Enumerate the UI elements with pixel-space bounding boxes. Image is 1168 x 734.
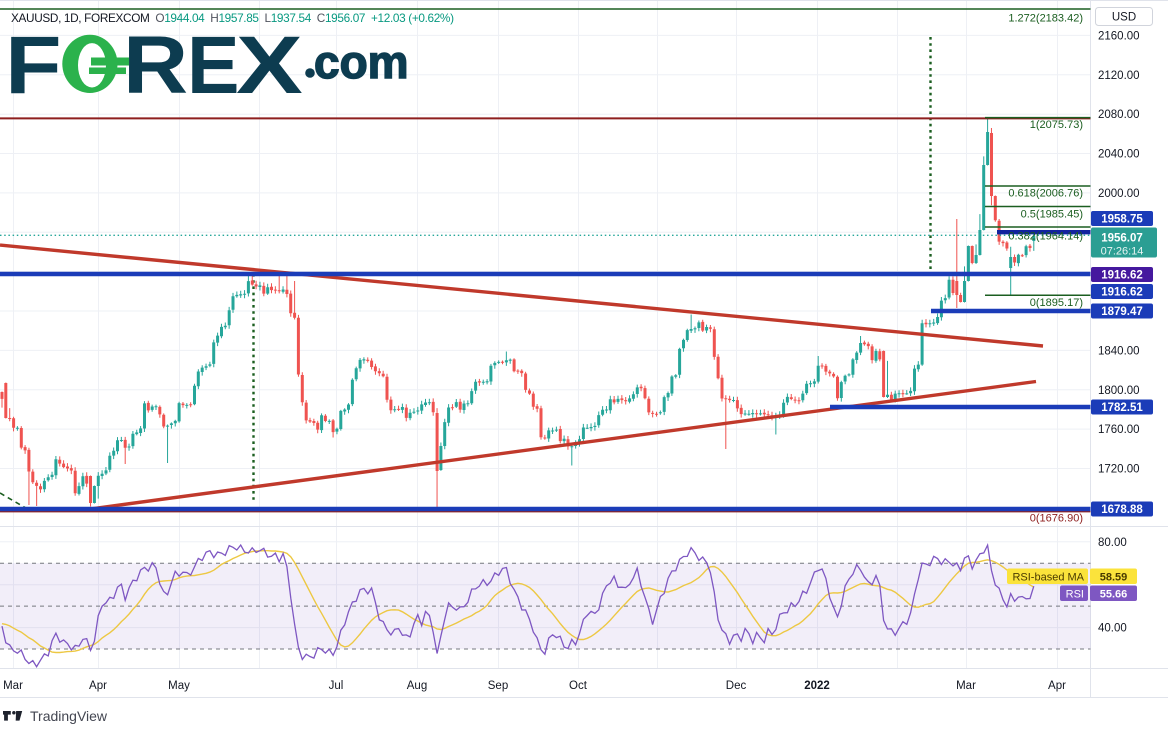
svg-text:0.5(1985.45): 0.5(1985.45) bbox=[1021, 209, 1083, 221]
svg-text:2120.00: 2120.00 bbox=[1098, 70, 1140, 82]
svg-text:40.00: 40.00 bbox=[1098, 623, 1127, 635]
svg-text:80.00: 80.00 bbox=[1098, 537, 1127, 549]
svg-text:0.382(1964.14): 0.382(1964.14) bbox=[1008, 231, 1083, 243]
svg-text:Mar: Mar bbox=[956, 680, 976, 692]
svg-text:USD: USD bbox=[1112, 12, 1136, 24]
svg-text:58.59: 58.59 bbox=[1100, 572, 1128, 584]
svg-text:1720.00: 1720.00 bbox=[1098, 464, 1140, 476]
svg-text:1678.88: 1678.88 bbox=[1101, 504, 1143, 516]
svg-text:Apr: Apr bbox=[89, 680, 107, 692]
svg-text:Aug: Aug bbox=[407, 680, 427, 692]
svg-text:1.272(2183.42): 1.272(2183.42) bbox=[1008, 13, 1083, 25]
svg-text:R: R bbox=[123, 20, 188, 100]
svg-text:0(1676.90): 0(1676.90) bbox=[1030, 513, 1083, 525]
svg-text:1916.62: 1916.62 bbox=[1101, 270, 1143, 282]
svg-text:1958.75: 1958.75 bbox=[1101, 214, 1143, 226]
svg-text:Oct: Oct bbox=[569, 680, 588, 692]
svg-text:07:26:14: 07:26:14 bbox=[1101, 246, 1144, 258]
svg-text:2040.00: 2040.00 bbox=[1098, 149, 1140, 161]
svg-text:Apr: Apr bbox=[1048, 680, 1066, 692]
svg-text:E: E bbox=[187, 20, 240, 100]
svg-text:1840.00: 1840.00 bbox=[1098, 345, 1140, 357]
svg-text:2160.00: 2160.00 bbox=[1098, 30, 1140, 42]
svg-text:RSI-based MA: RSI-based MA bbox=[1012, 572, 1084, 584]
svg-text:55.66: 55.66 bbox=[1100, 589, 1128, 601]
svg-text:com: com bbox=[314, 36, 409, 88]
svg-text:1800.00: 1800.00 bbox=[1098, 385, 1140, 397]
svg-text:Mar: Mar bbox=[3, 680, 23, 692]
svg-text:Jul: Jul bbox=[329, 680, 344, 692]
svg-text:2080.00: 2080.00 bbox=[1098, 109, 1140, 121]
svg-text:1782.51: 1782.51 bbox=[1101, 402, 1143, 414]
svg-text:0.618(2006.76): 0.618(2006.76) bbox=[1008, 188, 1083, 200]
svg-text:2022: 2022 bbox=[804, 680, 830, 692]
svg-text:0(1895.17): 0(1895.17) bbox=[1030, 297, 1083, 309]
svg-text:Dec: Dec bbox=[726, 680, 747, 692]
svg-text:F: F bbox=[5, 19, 62, 100]
svg-text:May: May bbox=[168, 680, 190, 692]
svg-text:1916.62: 1916.62 bbox=[1101, 287, 1143, 299]
svg-text:1879.47: 1879.47 bbox=[1101, 306, 1143, 318]
svg-text:1(2075.73): 1(2075.73) bbox=[1030, 119, 1083, 131]
svg-text:1956.07: 1956.07 bbox=[1101, 233, 1143, 245]
svg-text:2000.00: 2000.00 bbox=[1098, 188, 1140, 200]
svg-text:Sep: Sep bbox=[488, 680, 508, 692]
svg-text:1760.00: 1760.00 bbox=[1098, 424, 1140, 436]
svg-text:RSI: RSI bbox=[1066, 589, 1084, 601]
svg-text:X: X bbox=[236, 19, 303, 100]
